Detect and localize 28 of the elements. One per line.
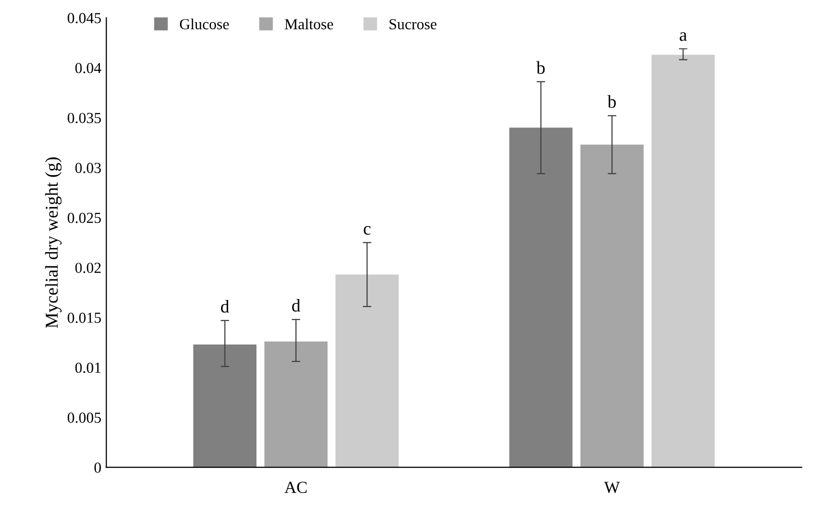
bar bbox=[509, 128, 573, 468]
bar bbox=[580, 144, 644, 468]
y-tick-label: 0.02 bbox=[75, 262, 101, 274]
y-tick-label: 0.035 bbox=[68, 112, 101, 124]
y-tick-label: 0.04 bbox=[75, 62, 102, 74]
y-tick-label: 0.03 bbox=[75, 162, 101, 174]
y-tick-label: 0.01 bbox=[75, 362, 101, 373]
legend-label: Sucrose bbox=[390, 19, 436, 30]
annotation: d bbox=[220, 300, 230, 313]
annotation: b bbox=[536, 61, 545, 74]
annotation: c bbox=[364, 226, 371, 235]
legend-label: Maltose bbox=[284, 18, 334, 30]
annotation: a bbox=[680, 32, 687, 41]
y-tick-label: 0 bbox=[94, 462, 101, 473]
y-tick-label: 0.005 bbox=[68, 412, 101, 423]
x-tick-label: W bbox=[604, 482, 620, 494]
bar bbox=[335, 274, 399, 468]
y-tick-label: 0.025 bbox=[68, 212, 101, 224]
annotation: b bbox=[608, 95, 616, 108]
legend-label: Glucose bbox=[180, 18, 229, 30]
annotation: d bbox=[292, 298, 300, 312]
bar bbox=[193, 344, 256, 468]
y-axis-title: Mycelial dry weight (g) bbox=[45, 157, 62, 328]
bar bbox=[652, 54, 715, 468]
bar bbox=[264, 341, 328, 468]
y-tick-label: 0.015 bbox=[68, 312, 101, 324]
x-tick-label: AC bbox=[284, 482, 307, 493]
y-tick-label: 0.045 bbox=[68, 12, 101, 24]
